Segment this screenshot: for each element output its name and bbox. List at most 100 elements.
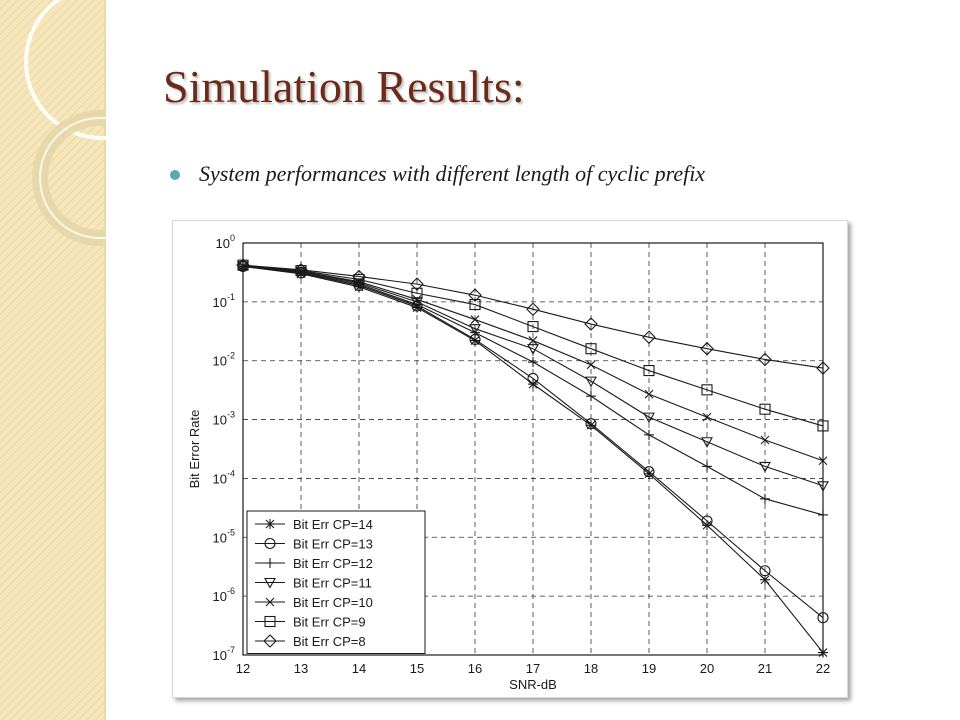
data-point (586, 391, 596, 402)
data-point (701, 384, 713, 396)
data-point (760, 574, 770, 585)
data-point (818, 456, 828, 466)
data-point (760, 493, 770, 504)
legend-marker (264, 537, 276, 550)
data-point (527, 344, 539, 355)
data-point (469, 299, 481, 311)
series-line (242, 265, 824, 487)
data-point (468, 288, 482, 302)
data-point (760, 435, 770, 445)
x-axis-label: SNR-dB (509, 677, 557, 692)
x-tick-label: 18 (584, 661, 598, 676)
data-point (759, 565, 771, 577)
data-point (296, 266, 306, 276)
data-point (410, 277, 424, 291)
x-tick-label: 12 (236, 661, 250, 676)
data-point (701, 437, 713, 448)
x-tick-label: 19 (642, 661, 656, 676)
data-point (584, 317, 598, 331)
data-point (643, 466, 655, 478)
decorative-rings (0, 0, 106, 720)
y-tick-label: 10-1 (213, 292, 235, 310)
x-tick-label: 22 (816, 661, 830, 676)
data-point (236, 258, 250, 272)
data-point (585, 418, 597, 430)
data-point (527, 321, 539, 333)
data-point (644, 389, 654, 399)
data-point (644, 429, 654, 440)
legend: Bit Err CP=14 Bit Err CP=13 Bit Err CP=12 B… (246, 510, 426, 654)
bullet-icon (170, 170, 180, 180)
data-point (759, 403, 771, 415)
data-point (526, 302, 540, 316)
y-tick-label: 10-7 (213, 645, 235, 663)
data-point (469, 324, 481, 335)
data-point (352, 269, 366, 284)
data-point (758, 352, 772, 367)
x-tick-label: 20 (700, 661, 714, 676)
legend-item: Bit Err CP=8 (255, 634, 366, 649)
y-tick-label: 10-5 (213, 527, 235, 545)
x-tick-label: 16 (468, 661, 482, 676)
y-tick-label: 10-3 (213, 410, 235, 428)
data-point (353, 273, 365, 286)
legend-marker (265, 519, 275, 529)
data-point (643, 412, 655, 424)
y-axis-label: Bit Error Rate (187, 410, 202, 489)
data-point (818, 647, 828, 658)
legend-item: Bit Err CP=13 (255, 537, 373, 552)
data-point (702, 520, 712, 531)
data-point (816, 361, 830, 375)
x-tick-label: 13 (294, 661, 308, 676)
series-cp-6 (236, 258, 830, 375)
series-line (242, 264, 824, 427)
data-point (643, 365, 655, 377)
plot-area (242, 242, 824, 656)
legend-marker (264, 615, 276, 628)
slide-title: Simulation Results: (163, 61, 525, 112)
data-point (585, 376, 597, 388)
data-point (528, 336, 538, 345)
data-point (702, 412, 712, 422)
data-point (817, 420, 829, 432)
legend-item: Bit Err CP=10 (255, 595, 373, 610)
data-point (817, 481, 829, 492)
axis-ticks: 12 13 14 15 16 17 18 19 20 21 22 100 10-1 10-2 10-3 10-… (213, 233, 831, 676)
legend-marker (264, 577, 276, 589)
legend-item: Bit Err CP=12 (255, 556, 373, 571)
data-point (470, 315, 480, 324)
data-point (700, 341, 714, 356)
data-point (642, 330, 656, 345)
data-point (353, 278, 365, 290)
legend-label: Bit Err CP=9 (293, 615, 366, 630)
data-point (759, 461, 771, 473)
data-point (528, 379, 538, 390)
series-line (242, 264, 824, 369)
series-cp-5 (237, 259, 829, 432)
x-tick-label: 21 (758, 661, 772, 676)
data-point (585, 343, 597, 355)
side-decoration-panel (0, 0, 106, 720)
x-tick-label: 15 (410, 661, 424, 676)
series-lines (236, 258, 830, 658)
data-point (528, 357, 538, 368)
legend-label: Bit Err CP=10 (293, 595, 373, 610)
series-line (242, 265, 824, 619)
data-point (294, 263, 308, 277)
legend-item: Bit Err CP=11 (255, 576, 372, 591)
legend-marker (265, 597, 275, 607)
legend-label: Bit Err CP=12 (293, 556, 373, 571)
y-tick-label: 10-6 (213, 586, 235, 604)
legend-label: Bit Err CP=11 (293, 576, 372, 591)
y-tick-label: 10-4 (213, 468, 235, 486)
data-point (411, 287, 423, 299)
data-point (818, 509, 828, 520)
slide-bullet-text: System performances with different lengt… (199, 161, 706, 186)
y-tick-label: 10-2 (213, 351, 235, 369)
legend-item: Bit Err CP=9 (255, 615, 366, 630)
x-tick-label: 17 (526, 661, 540, 676)
legend-item: Bit Err CP=14 (255, 517, 373, 532)
chart-figure: 12 13 14 15 16 17 18 19 20 21 22 100 10-1 10-2 10-3 10-… (172, 220, 848, 698)
legend-label: Bit Err CP=14 (293, 517, 373, 532)
data-point (586, 360, 596, 370)
